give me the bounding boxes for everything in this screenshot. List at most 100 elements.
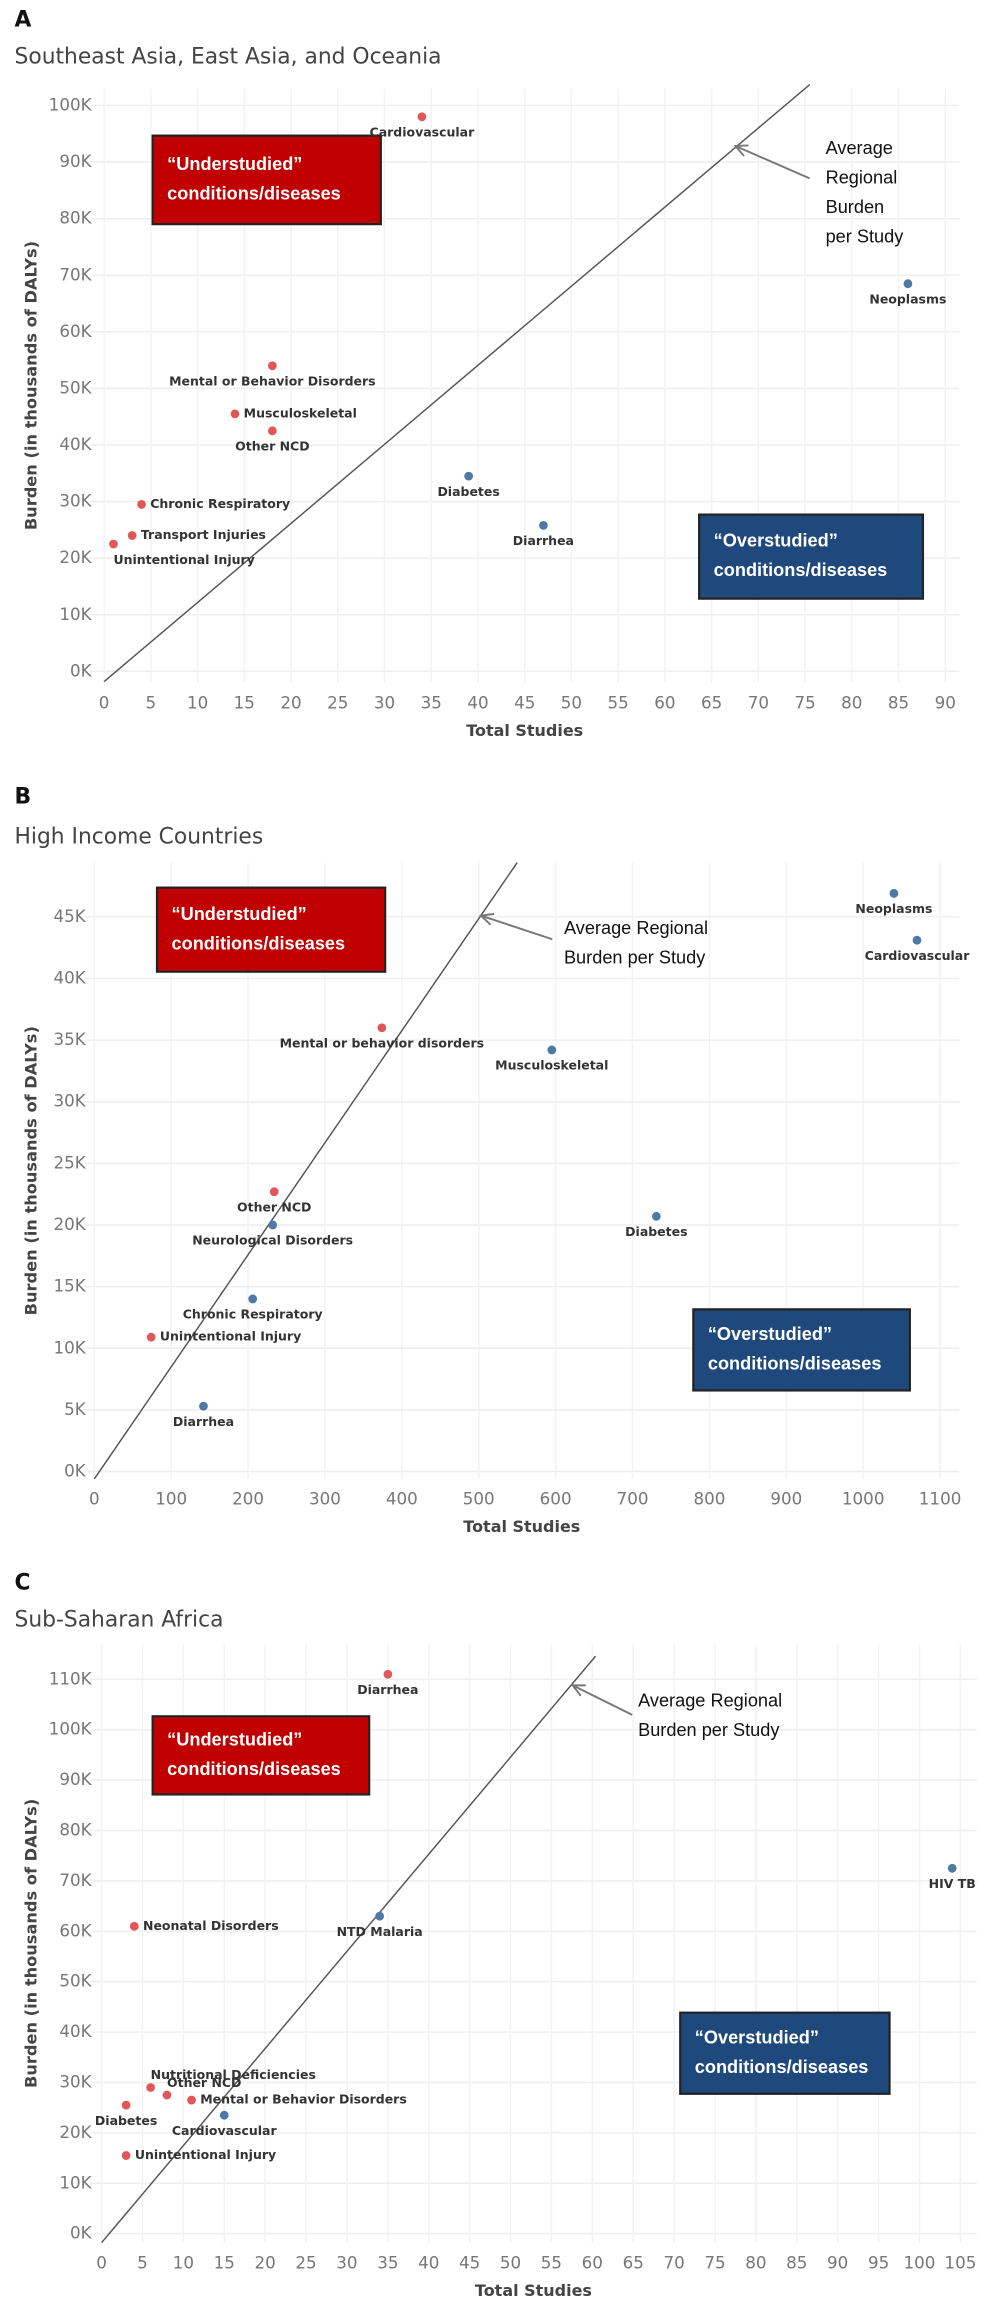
point bbox=[219, 2110, 229, 2120]
point bbox=[129, 1921, 139, 1931]
y-tick-label: 0K bbox=[70, 2223, 93, 2243]
y-tick-label: 80K bbox=[59, 1819, 92, 1839]
point bbox=[199, 1401, 208, 1411]
annotation-text: Burden per Study bbox=[564, 946, 706, 967]
point-label: Other NCD bbox=[237, 1199, 311, 1214]
y-tick-label: 90K bbox=[59, 1769, 92, 1789]
x-tick-label: 50 bbox=[561, 692, 582, 712]
point bbox=[417, 112, 427, 122]
y-tick-label: 50K bbox=[59, 377, 92, 397]
y-tick-label: 25K bbox=[54, 1152, 87, 1172]
arrow-head bbox=[733, 144, 749, 157]
y-tick-label: 20K bbox=[54, 1214, 87, 1234]
point bbox=[539, 520, 548, 530]
y-axis-title: Burden (in thousands of DALYs) bbox=[22, 241, 41, 530]
y-tick-label: 60K bbox=[59, 1920, 92, 1940]
point bbox=[137, 499, 146, 509]
y-tick-label: 10K bbox=[59, 2172, 92, 2192]
y-tick-label: 100K bbox=[49, 94, 93, 114]
arrow-head bbox=[570, 1684, 586, 1697]
x-tick-label: 80 bbox=[841, 692, 862, 712]
region-label: conditions/diseases bbox=[167, 182, 341, 203]
x-tick-label: 10 bbox=[173, 2252, 194, 2272]
region-label: “Understudied” bbox=[167, 1728, 302, 1749]
region-box bbox=[679, 2011, 891, 2095]
point-label: Transport Injuries bbox=[141, 527, 266, 542]
y-tick-label: 100K bbox=[49, 1719, 93, 1739]
region-box bbox=[151, 1715, 371, 1796]
panel-letter: B bbox=[15, 785, 32, 810]
x-tick-label: 60 bbox=[582, 2252, 603, 2272]
point-label: Musculoskeletal bbox=[495, 1058, 608, 1073]
y-axis-title: Burden (in thousands of DALYs) bbox=[22, 1026, 41, 1315]
x-tick-label: 700 bbox=[617, 1488, 649, 1508]
y-tick-label: 20K bbox=[59, 2122, 92, 2142]
point bbox=[109, 539, 118, 549]
x-tick-label: 65 bbox=[623, 2252, 644, 2272]
x-tick-label: 800 bbox=[693, 1488, 725, 1508]
x-tick-label: 60 bbox=[654, 692, 675, 712]
x-tick-label: 600 bbox=[540, 1488, 572, 1508]
region-label: conditions/diseases bbox=[172, 932, 346, 953]
x-tick-label: 75 bbox=[794, 692, 815, 712]
x-tick-label: 15 bbox=[214, 2252, 235, 2272]
x-tick-label: 30 bbox=[374, 692, 395, 712]
y-tick-label: 30K bbox=[54, 1091, 87, 1111]
y-axis-title: Burden (in thousands of DALYs) bbox=[22, 1799, 41, 2088]
chart: C Sub-Saharan Africa 0K 10K 20K 30K 40K 50K 60K 7… bbox=[15, 1571, 977, 2300]
point-label: Diabetes bbox=[437, 484, 499, 499]
x-tick-label: 1100 bbox=[919, 1488, 962, 1508]
y-tick-label: 35K bbox=[54, 1029, 87, 1049]
y-tick-label: 110K bbox=[49, 1668, 93, 1688]
x-tick-label: 400 bbox=[386, 1488, 418, 1508]
point bbox=[121, 2151, 131, 2160]
point bbox=[268, 426, 277, 436]
y-tick-label: 70K bbox=[59, 1870, 92, 1890]
y-tick-label: 60K bbox=[59, 321, 92, 341]
point-label: Mental or behavior disorders bbox=[280, 1035, 485, 1050]
x-tick-label: 0 bbox=[96, 2252, 107, 2272]
annotation-text: Average Regional bbox=[564, 917, 708, 938]
point bbox=[248, 1294, 258, 1304]
y-tick-label: 30K bbox=[59, 491, 92, 511]
y-tick-label: 40K bbox=[59, 2021, 92, 2041]
point bbox=[146, 1332, 156, 1342]
region-label: conditions/diseases bbox=[714, 559, 888, 580]
point bbox=[121, 2100, 131, 2110]
x-tick-label: 200 bbox=[232, 1488, 264, 1508]
point-label: Cardiovascular bbox=[865, 948, 970, 963]
region-label: “Overstudied” bbox=[695, 2026, 819, 2047]
point-label: Cardiovascular bbox=[172, 2123, 277, 2138]
x-tick-label: 500 bbox=[463, 1488, 495, 1508]
region-label: conditions/diseases bbox=[708, 1352, 882, 1373]
point-label: HIV TB bbox=[929, 1876, 976, 1891]
annotation-text: Average Regional bbox=[638, 1689, 782, 1710]
point-label: Diarrhea bbox=[173, 1414, 234, 1429]
point-label: Neonatal Disorders bbox=[143, 1918, 279, 1933]
point bbox=[268, 361, 277, 371]
chart: B High Income Countries 0K 5K 10K 15K 20K 25K 30… bbox=[15, 785, 971, 1537]
x-tick-label: 75 bbox=[704, 2252, 725, 2272]
point bbox=[268, 1220, 278, 1230]
point bbox=[912, 935, 922, 945]
region-box bbox=[692, 1308, 911, 1392]
x-tick-label: 35 bbox=[377, 2252, 398, 2272]
point-label: Neoplasms bbox=[869, 291, 946, 306]
chart-title: Sub-Saharan Africa bbox=[15, 1607, 224, 1632]
point-label: Unintentional Injury bbox=[160, 1329, 301, 1344]
x-tick-label: 0 bbox=[99, 692, 110, 712]
point-label: Other NCD bbox=[235, 439, 309, 454]
point bbox=[127, 531, 137, 540]
point-label: Chronic Respiratory bbox=[183, 1307, 323, 1322]
y-tick-label: 40K bbox=[59, 434, 92, 454]
panel-letter: A bbox=[15, 8, 32, 33]
x-tick-label: 70 bbox=[748, 692, 769, 712]
x-tick-label: 25 bbox=[327, 692, 348, 712]
x-axis-title: Total Studies bbox=[466, 721, 583, 740]
annotation-text: Burden bbox=[826, 196, 885, 217]
y-tick-label: 40K bbox=[54, 967, 87, 987]
x-tick-label: 35 bbox=[421, 692, 442, 712]
annotation-arrow bbox=[480, 914, 553, 941]
y-tick-label: 90K bbox=[59, 151, 92, 171]
x-tick-label: 85 bbox=[786, 2252, 807, 2272]
